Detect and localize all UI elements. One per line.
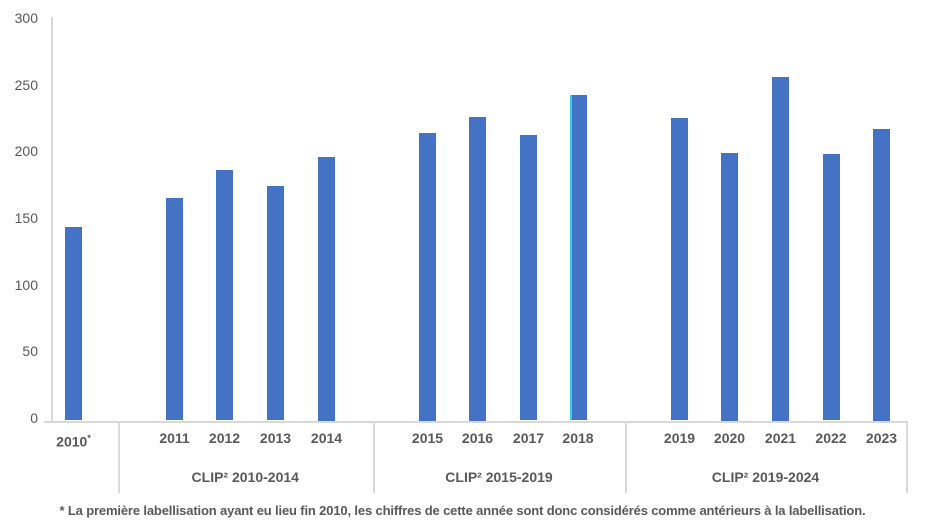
bar-2023 <box>873 128 890 421</box>
year-text: 2013 <box>259 429 292 446</box>
year-text: 2019 <box>663 429 696 446</box>
bar-2015 <box>419 132 436 421</box>
year-text: 2012 <box>208 429 241 446</box>
bar-2013 <box>267 185 284 421</box>
year-text: 2018 <box>562 429 594 446</box>
bar-2018 <box>569 95 587 421</box>
year-text: 2023 <box>865 429 898 446</box>
group-separator <box>625 421 627 493</box>
year-footnote-marker: * <box>87 432 91 443</box>
group-separator <box>117 421 120 493</box>
y-tick-label: 0 <box>30 410 38 426</box>
footnote: * La première labellisation ayant eu lie… <box>59 503 866 518</box>
bar-2016 <box>469 116 486 421</box>
y-tick-label: 250 <box>14 76 38 93</box>
bar-2012 <box>216 169 233 421</box>
year-label-2013: 2013 <box>244 430 308 447</box>
year-text: 2014 <box>310 429 343 446</box>
y-tick-label: 50 <box>22 343 38 360</box>
y-tick-label: 150 <box>14 210 38 226</box>
bar-2020 <box>721 152 738 421</box>
year-label-2015: 2015 <box>396 430 460 447</box>
group-label-2: CLIP² 2015-2019 <box>445 469 553 485</box>
y-tick-label: 100 <box>14 276 38 293</box>
bar-2021 <box>772 76 789 421</box>
y-tick-label: 200 <box>14 143 38 160</box>
year-label-2017: 2017 <box>497 430 561 447</box>
year-label-2012: 2012 <box>193 430 257 447</box>
bar-2014 <box>318 156 335 421</box>
bar-2019 <box>671 117 688 421</box>
year-label-2019: 2019 <box>648 430 712 447</box>
year-label-2022: 2022 <box>799 430 863 447</box>
year-text: 2011 <box>159 429 190 446</box>
y-tick-label: 300 <box>14 10 38 26</box>
year-label-2021: 2021 <box>749 430 813 447</box>
year-label-2018: 2018 <box>546 430 610 447</box>
year-label-2020: 2020 <box>698 430 762 447</box>
group-label-3: CLIP² 2019-2024 <box>711 469 820 485</box>
year-label-2023: 2023 <box>850 430 914 447</box>
year-label-2014: 2014 <box>295 430 359 447</box>
bar-highlight-edge <box>569 95 572 421</box>
bar-2022 <box>822 153 840 421</box>
year-label-2016: 2016 <box>446 430 510 447</box>
year-label-2011: 2011 <box>143 430 207 447</box>
bar-2011 <box>166 197 183 421</box>
year-text: 2021 <box>764 429 797 446</box>
year-text: 2017 <box>512 429 545 446</box>
year-label-2010: 2010* <box>42 430 106 451</box>
year-text: 2010 <box>56 433 88 450</box>
x-axis-line <box>44 420 908 423</box>
year-text: 2020 <box>713 429 746 446</box>
group-separator <box>373 421 375 493</box>
year-text: 2015 <box>411 429 444 446</box>
bar-2017 <box>520 135 537 421</box>
group-separator <box>906 421 908 493</box>
y-axis-line <box>50 17 53 423</box>
bar-2010 <box>65 227 82 421</box>
year-text: 2022 <box>815 429 847 446</box>
year-text: 2016 <box>461 429 494 446</box>
group-label-1: CLIP² 2010-2014 <box>191 469 299 485</box>
